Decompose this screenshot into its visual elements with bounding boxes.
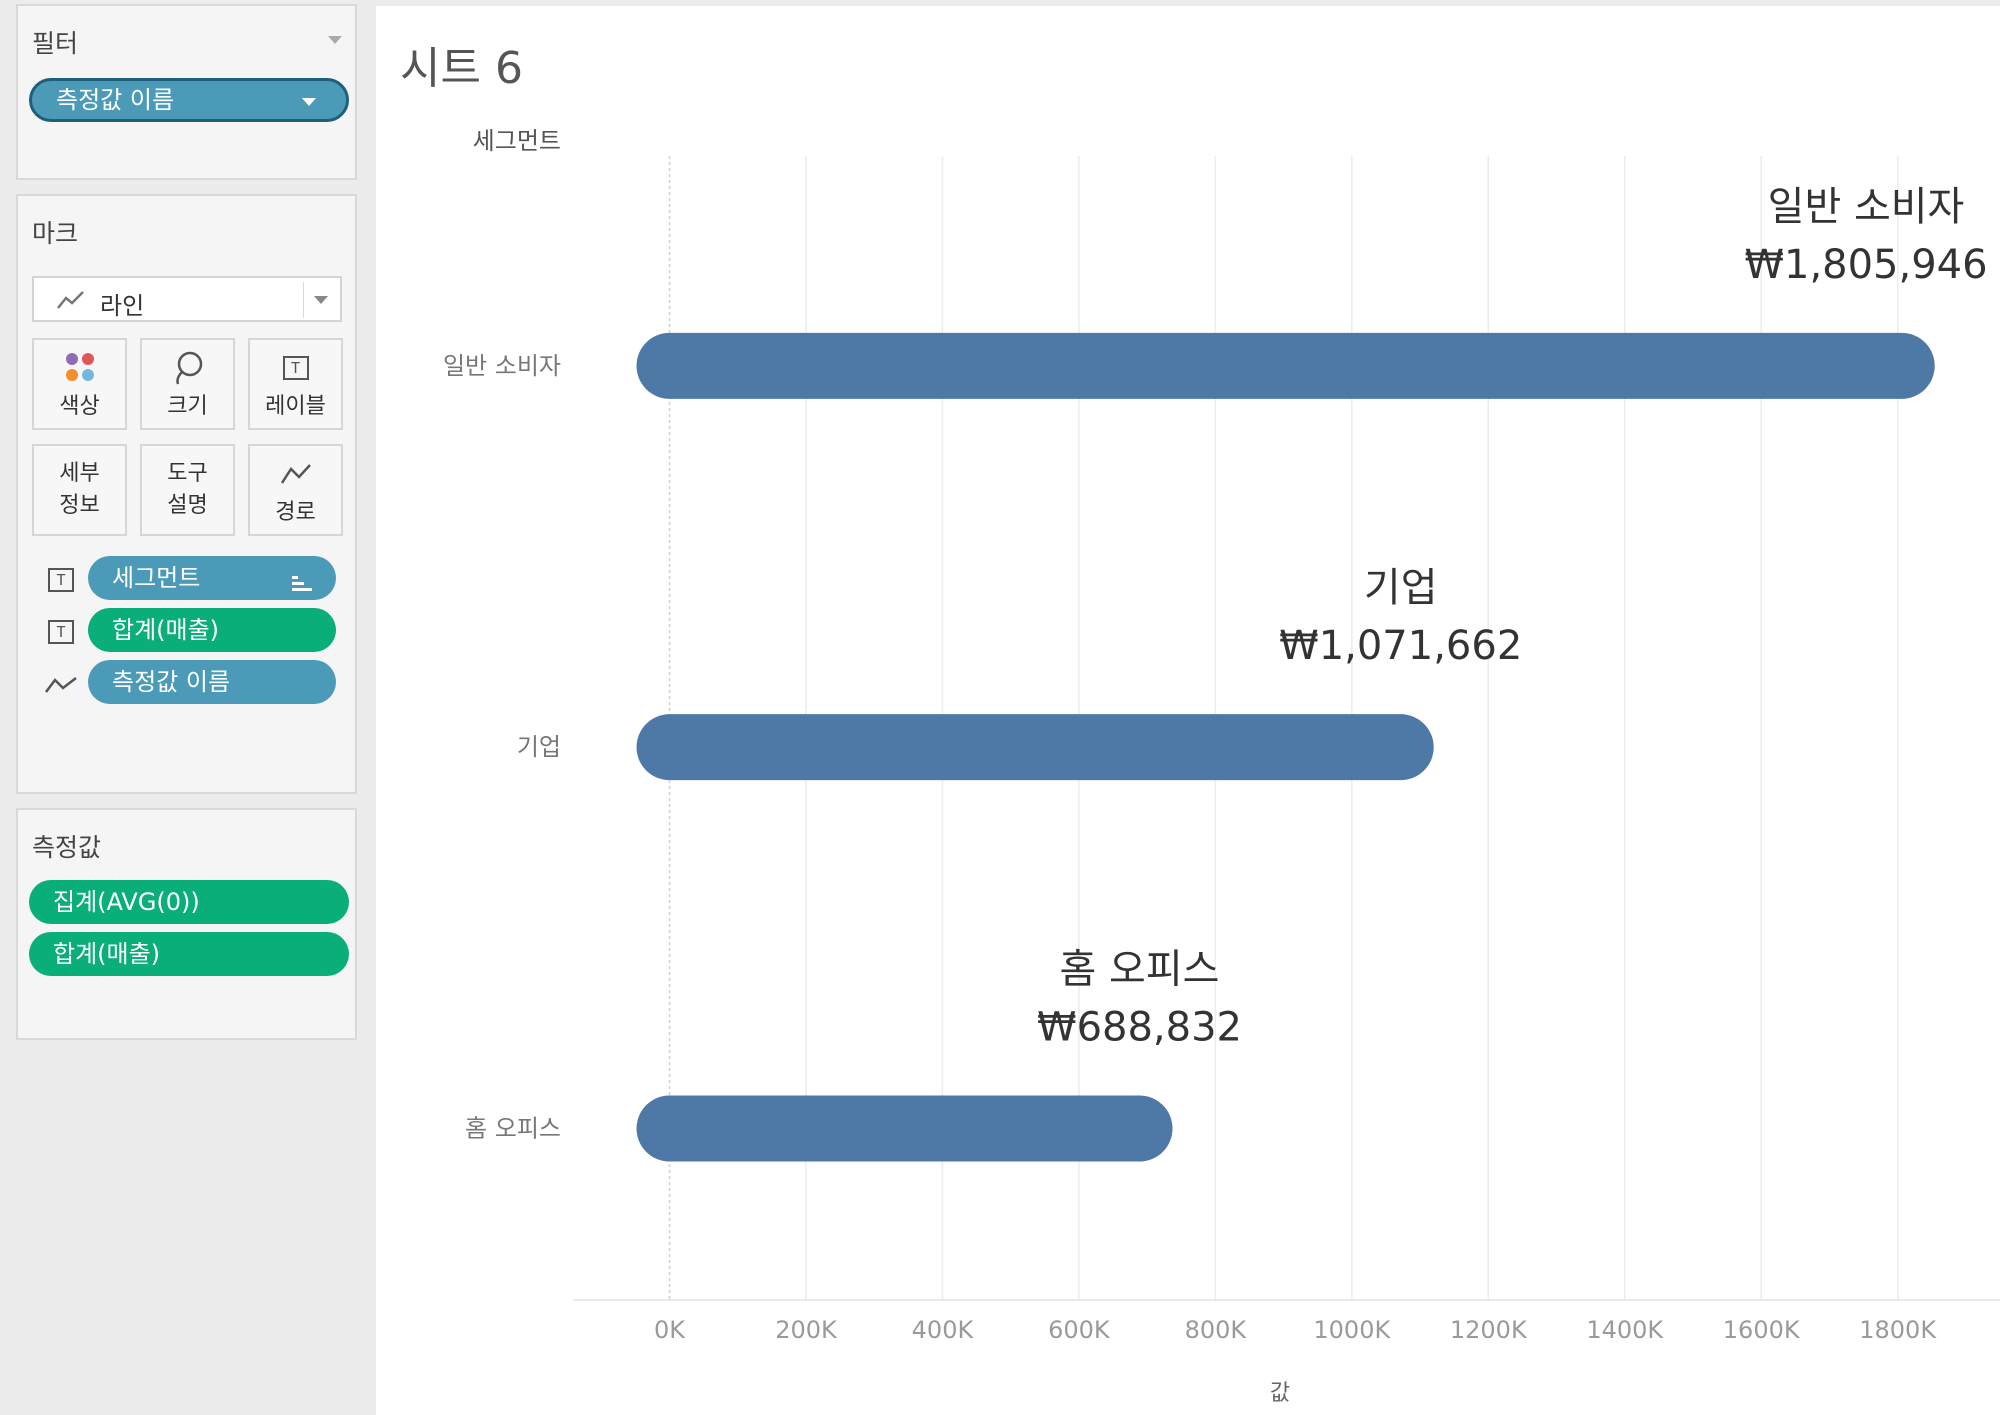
chevron-down-icon[interactable] [302,98,316,106]
marks-label-label: 레이블 [265,394,326,419]
marks-card: 마크 라인 색상 [16,194,357,794]
label-t-icon: T [48,568,74,592]
marks-tooltip-button[interactable]: 도구 설명 [140,444,235,536]
category-label: 일반 소비자 [443,352,561,380]
filters-card-menu-caret-icon[interactable] [328,36,342,44]
mark-type-divider [303,282,304,318]
marks-field-label: 측정값 이름 [112,668,231,696]
x-tick-label: 1400K [1586,1316,1664,1344]
x-tick-label: 800K [1185,1316,1248,1344]
bar [636,1095,1173,1162]
category-label: 기업 [517,733,561,761]
label-t-icon: T [48,620,74,644]
marks-tooltip-label: 도구 설명 [167,461,208,518]
measure-value-pill-sum-sales[interactable]: 합계(매출) [29,932,349,976]
x-tick-label: 1600K [1723,1316,1801,1344]
measure-values-card: 측정값 집계(AVG(0)) 합계(매출) [16,808,357,1040]
row-header-label: 세그먼트 [473,127,561,155]
measure-value-pill-label: 합계(매출) [53,940,161,968]
measure-value-pill-label: 집계(AVG(0)) [53,888,200,916]
mark-type-label: 라인 [100,292,145,320]
marks-path-label: 경로 [275,500,316,525]
filters-card-title: 필터 [32,29,79,58]
filter-pill-label: 측정값 이름 [56,86,175,114]
filter-pill-measure-names[interactable]: 측정값 이름 [29,78,349,122]
x-axis-title: 값 [1270,1381,1290,1406]
chevron-down-icon[interactable] [314,296,328,304]
x-tick-label: 600K [1048,1316,1111,1344]
marks-size-button[interactable]: 크기 [140,338,235,430]
marks-color-label: 색상 [59,394,100,419]
marks-detail-button[interactable]: 세부 정보 [32,444,127,536]
marks-size-label: 크기 [167,394,208,419]
line-mark-icon [56,288,86,316]
bar-segment-label: 홈 오피스 [1060,947,1220,993]
bar [636,714,1434,781]
measure-value-pill-avg0[interactable]: 집계(AVG(0)) [29,880,349,924]
bar-value-label: ₩1,071,662 [1279,623,1522,669]
marks-card-title: 마크 [32,219,79,248]
marks-field-sum-sales[interactable]: 합계(매출) [88,608,336,652]
x-tick-label: 1000K [1313,1316,1391,1344]
marks-field-measure-names[interactable]: 측정값 이름 [88,660,336,704]
sort-descending-icon [290,566,314,610]
marks-path-button[interactable]: 경로 [248,444,343,536]
bar [636,332,1935,399]
bar-segment-label: 기업 [1364,565,1438,611]
bar-value-label: ₩688,832 [1037,1005,1242,1051]
path-line-icon [44,672,78,700]
label-t-icon: T [250,348,341,388]
sheet-title: 시트 6 [400,43,523,94]
x-tick-label: 200K [775,1316,838,1344]
marks-field-label: 합계(매출) [112,616,220,644]
x-tick-label: 400K [912,1316,975,1344]
marks-label-button[interactable]: T 레이블 [248,338,343,430]
category-label: 홈 오피스 [465,1115,561,1143]
marks-field-label: 세그먼트 [112,564,201,592]
measure-values-card-title: 측정값 [32,833,102,862]
x-tick-label: 1200K [1450,1316,1528,1344]
size-lasso-icon [142,348,233,388]
path-line-icon [250,454,341,494]
segment-bar-chart: 0K 200K 400K 600K 800K 1000K 1200K 1400K 1600K 18… [443,127,2000,1406]
worksheet-view: 시트 6 0K 200K 400K 600K 800K 1000K 1200K 1400K 16… [376,6,2000,1415]
filters-card: 필터 측정값 이름 [16,4,357,180]
marks-field-segment[interactable]: 세그먼트 [88,556,336,600]
bar-value-label: ₩1,805,946 [1744,242,1987,288]
bar-segment-label: 일반 소비자 [1768,184,1965,230]
marks-color-button[interactable]: 색상 [32,338,127,430]
mark-type-dropdown[interactable]: 라인 [32,276,342,322]
x-tick-label: 0K [654,1316,686,1344]
shelf-sidebar: 필터 측정값 이름 마크 라인 색상 [0,0,372,1415]
x-tick-label: 1800K [1859,1316,1937,1344]
marks-detail-label: 세부 정보 [59,461,100,518]
color-dots-icon [34,348,125,388]
